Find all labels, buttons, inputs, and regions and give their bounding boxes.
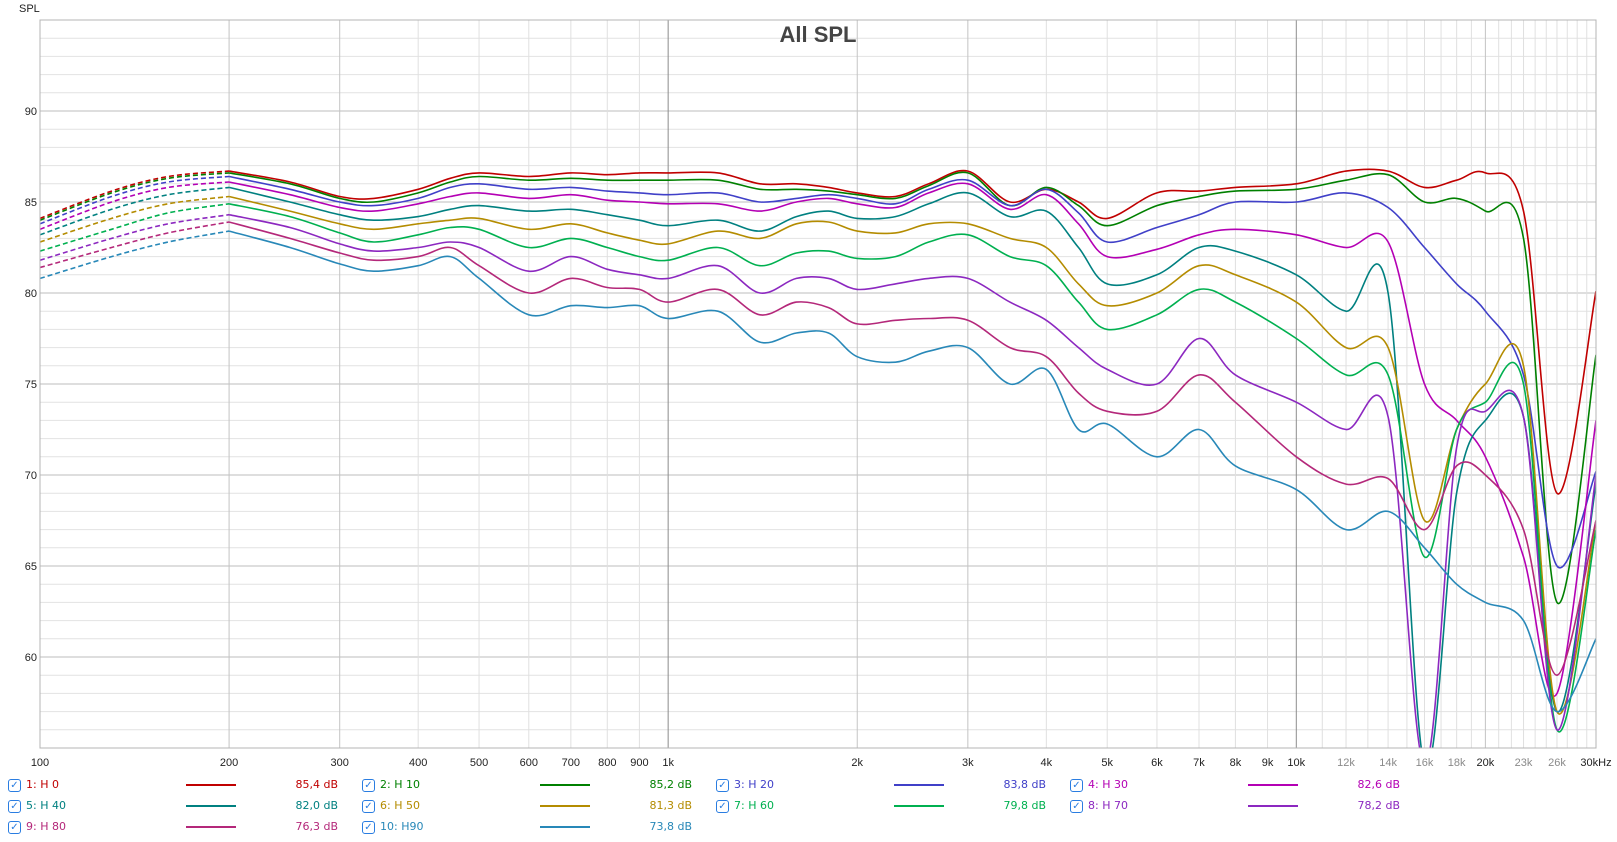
x-tick-label: 30kHz xyxy=(1580,757,1611,769)
series-level: 82,0 dB xyxy=(295,799,338,812)
series-level: 81,3 dB xyxy=(649,799,692,812)
series-name: 8: H 70 xyxy=(1088,799,1128,812)
series-swatch xyxy=(1248,784,1298,786)
series-name: 5: H 40 xyxy=(26,799,66,812)
series-swatch xyxy=(540,784,590,786)
series-name: 3: H 20 xyxy=(734,778,774,791)
series-line xyxy=(228,171,1596,605)
y-tick-label: 70 xyxy=(25,470,37,482)
series-swatch xyxy=(186,784,236,786)
spl-chart: 100 200 300 400 500 600 700 800 900 1k 2k 3k 4k 5k 6k 7… xyxy=(19,3,1612,769)
x-tick-label: 300 xyxy=(331,757,349,769)
x-tick-label: 20k xyxy=(1477,757,1495,769)
x-tick-label: 200 xyxy=(220,757,238,769)
series-level: 79,8 dB xyxy=(1003,799,1046,812)
series-name: 2: H 10 xyxy=(380,778,420,791)
series-line-extrapolated xyxy=(40,221,230,269)
y-tick-label: 65 xyxy=(25,561,37,573)
series-level: 76,3 dB xyxy=(295,820,338,833)
series-line xyxy=(228,203,1596,733)
series-level: 82,6 dB xyxy=(1357,778,1400,791)
series-swatch xyxy=(894,784,944,786)
series-swatch xyxy=(186,805,236,807)
axis-ticks: 100 200 300 400 500 600 700 800 900 1k 2k 3k 4k 5k 6k 7… xyxy=(25,106,1612,769)
x-tick-label: 4k xyxy=(1041,757,1053,769)
series-line xyxy=(228,175,1596,569)
y-tick-label: 85 xyxy=(25,197,37,209)
series-line xyxy=(228,181,1596,697)
series-name: 6: H 50 xyxy=(380,799,420,812)
series-line xyxy=(228,213,1596,748)
y-axis-label: SPL xyxy=(19,3,40,15)
series-checkbox[interactable]: ✓ xyxy=(362,821,375,834)
x-tick-label: 26k xyxy=(1548,757,1566,769)
series-checkbox[interactable]: ✓ xyxy=(716,800,729,813)
y-tick-label: 60 xyxy=(25,652,37,664)
series-name: 1: H 0 xyxy=(26,778,59,791)
series-checkbox[interactable]: ✓ xyxy=(362,800,375,813)
series-group xyxy=(40,168,1596,748)
series-swatch xyxy=(186,826,236,828)
series-checkbox[interactable]: ✓ xyxy=(8,800,21,813)
series-checkbox[interactable]: ✓ xyxy=(8,821,21,834)
x-tick-label: 8k xyxy=(1230,757,1242,769)
x-tick-label: 23k xyxy=(1515,757,1533,769)
series-checkbox[interactable]: ✓ xyxy=(1070,779,1083,792)
series-line xyxy=(228,195,1596,715)
series-checkbox[interactable]: ✓ xyxy=(8,779,21,792)
x-tick-label: 12k xyxy=(1337,757,1355,769)
series-swatch xyxy=(540,826,590,828)
series-level: 85,4 dB xyxy=(295,778,338,791)
x-tick-label: 100 xyxy=(31,757,49,769)
series-name: 9: H 80 xyxy=(26,820,66,833)
series-level: 83,8 dB xyxy=(1003,778,1046,791)
series-line xyxy=(228,168,1596,495)
x-tick-label: 3k xyxy=(962,757,974,769)
series-level: 73,8 dB xyxy=(649,820,692,833)
series-level: 78,2 dB xyxy=(1357,799,1400,812)
x-tick-label: 18k xyxy=(1448,757,1466,769)
y-tick-label: 90 xyxy=(25,106,37,118)
y-tick-label: 75 xyxy=(25,379,37,391)
x-tick-label: 1k xyxy=(662,757,674,769)
x-tick-label: 800 xyxy=(598,757,616,769)
x-tick-label: 10k xyxy=(1287,757,1305,769)
y-tick-label: 80 xyxy=(25,288,37,300)
series-level: 85,2 dB xyxy=(649,778,692,791)
series-swatch xyxy=(894,805,944,807)
x-tick-label: 5k xyxy=(1101,757,1113,769)
x-tick-label: 6k xyxy=(1151,757,1163,769)
plot-frame xyxy=(39,19,1597,749)
series-checkbox[interactable]: ✓ xyxy=(1070,800,1083,813)
x-tick-label: 2k xyxy=(851,757,863,769)
series-name: 7: H 60 xyxy=(734,799,774,812)
x-tick-label: 16k xyxy=(1416,757,1434,769)
series-line-extrapolated xyxy=(40,172,230,221)
series-line xyxy=(228,230,1596,713)
series-line xyxy=(228,186,1596,748)
x-tick-label: 900 xyxy=(630,757,648,769)
x-tick-label: 700 xyxy=(562,757,580,769)
series-name: 4: H 30 xyxy=(1088,778,1128,791)
grid xyxy=(40,20,1596,748)
series-checkbox[interactable]: ✓ xyxy=(362,779,375,792)
x-tick-label: 9k xyxy=(1262,757,1274,769)
chart-title: All SPL xyxy=(779,22,856,47)
x-tick-label: 600 xyxy=(520,757,538,769)
series-swatch xyxy=(1248,805,1298,807)
x-tick-label: 500 xyxy=(470,757,488,769)
series-line xyxy=(228,221,1596,677)
x-tick-label: 7k xyxy=(1193,757,1205,769)
series-line-extrapolated xyxy=(40,195,230,243)
series-swatch xyxy=(540,805,590,807)
x-tick-label: 400 xyxy=(409,757,427,769)
series-checkbox[interactable]: ✓ xyxy=(716,779,729,792)
series-name: 10: H90 xyxy=(380,820,424,833)
x-tick-label: 14k xyxy=(1379,757,1397,769)
